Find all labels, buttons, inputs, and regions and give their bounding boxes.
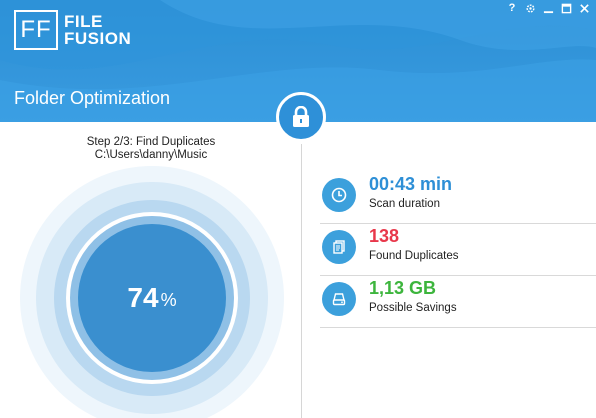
stat-value: 1,13 GB (369, 278, 437, 298)
logo-line-2: FUSION (64, 29, 132, 48)
minimize-button[interactable] (542, 2, 554, 14)
stat-found-duplicates: 138 Found Duplicates (320, 224, 596, 276)
stat-scan-duration: 00:43 min Scan duration (320, 172, 596, 224)
settings-button[interactable] (524, 2, 536, 14)
app-logo: FF FILE FUSION (14, 10, 131, 50)
step-info: Step 2/3: Find Duplicates C:\Users\danny… (0, 136, 302, 162)
stat-separator (320, 275, 596, 276)
close-button[interactable] (578, 2, 590, 14)
panel-divider (301, 144, 302, 418)
stat-icon-circle (322, 178, 356, 212)
step-label: Step 2/3: Find Duplicates (86, 136, 216, 148)
stat-label: Scan duration (369, 198, 440, 210)
stat-label: Found Duplicates (369, 250, 459, 262)
stat-separator (320, 327, 596, 328)
logo-wordmark: FILE FUSION (64, 13, 131, 47)
stat-value: 138 (369, 226, 400, 246)
stat-icon-circle (322, 282, 356, 316)
window-controls: ? (506, 2, 590, 14)
help-button[interactable]: ? (508, 2, 516, 14)
stat-value: 00:43 min (369, 174, 453, 194)
progress-value: 74 (127, 282, 159, 313)
maximize-icon (561, 3, 571, 13)
app-header: FF FILE FUSION ? (0, 0, 596, 122)
progress-rings (20, 166, 284, 418)
stat-separator (320, 223, 596, 224)
stat-icon-circle (322, 230, 356, 264)
progress-core (78, 224, 226, 372)
duplicate-files-icon (333, 240, 345, 254)
stat-label: Possible Savings (369, 302, 457, 314)
lock-icon (293, 106, 309, 127)
progress-percent: 74 % (78, 244, 226, 352)
gear-icon (525, 3, 535, 13)
scan-path: C:\Users\danny\Music (94, 149, 208, 161)
stat-possible-savings: 1,13 GB Possible Savings (320, 276, 596, 328)
close-icon (579, 3, 589, 13)
page-title: Folder Optimization (14, 88, 171, 108)
hard-drive-icon (332, 293, 346, 306)
minimize-icon (543, 10, 553, 13)
maximize-button[interactable] (560, 2, 572, 14)
logo-line-1: FILE (64, 12, 103, 31)
header-wave-decoration (0, 0, 596, 122)
clock-icon (331, 187, 347, 203)
lock-button[interactable] (276, 92, 326, 142)
progress-unit: % (160, 289, 177, 310)
logo-mark: FF (14, 10, 58, 50)
